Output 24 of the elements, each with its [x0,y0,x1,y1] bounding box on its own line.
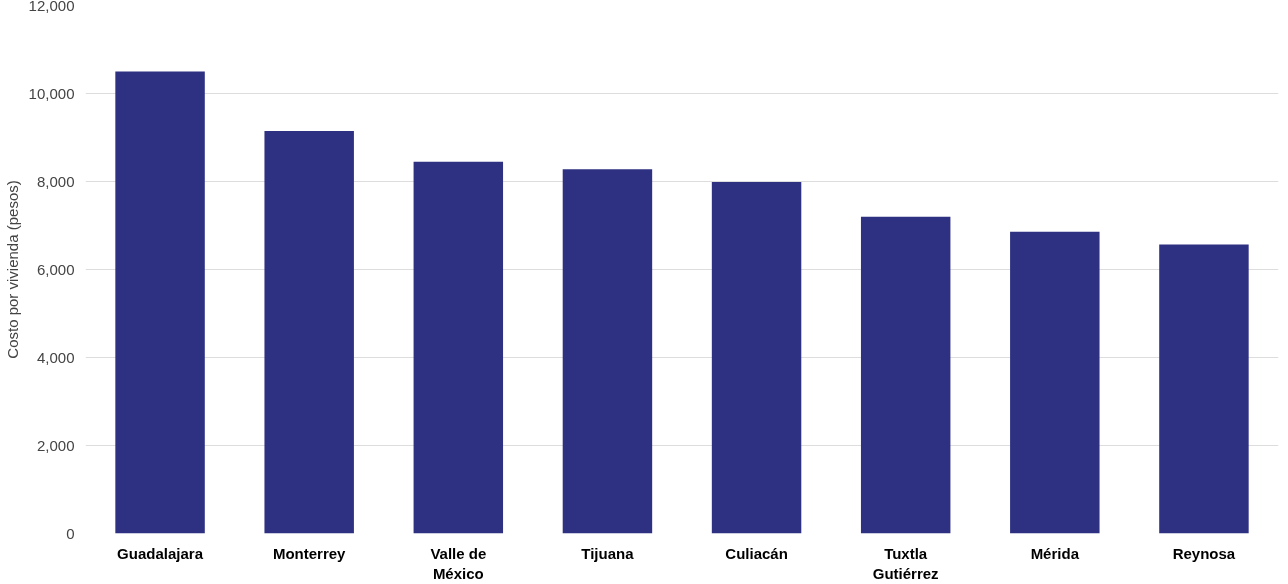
y-tick-label: 8,000 [36,172,75,190]
bar [860,216,951,534]
bar [1010,231,1100,534]
x-tick-label: Mérida [1030,544,1080,562]
y-tick-label: 2,000 [36,436,75,454]
bar [115,71,205,534]
x-tick-label: Monterrey [272,544,347,562]
bar [711,181,802,534]
y-tick-label: 6,000 [36,260,75,278]
y-axis-title: Costo por vivienda (pesos) [3,180,21,359]
x-tick-label: Guadalajara [117,544,204,562]
x-tick-label: Valle de México [430,544,487,582]
y-tick-label: 10,000 [28,84,75,102]
y-tick-label: 0 [66,524,75,542]
y-tick-label: 12,000 [28,0,75,14]
bar [413,161,504,534]
x-tick-label: Culiacán [725,544,788,562]
x-tick-label: Tuxtla Gutiérrez [872,544,939,582]
bar [1159,244,1249,534]
x-tick-label: Reynosa [1172,544,1236,562]
y-tick-label: 4,000 [36,348,75,366]
bar [562,169,653,534]
bar [264,130,354,534]
x-tick-label: Tijuana [581,544,635,562]
